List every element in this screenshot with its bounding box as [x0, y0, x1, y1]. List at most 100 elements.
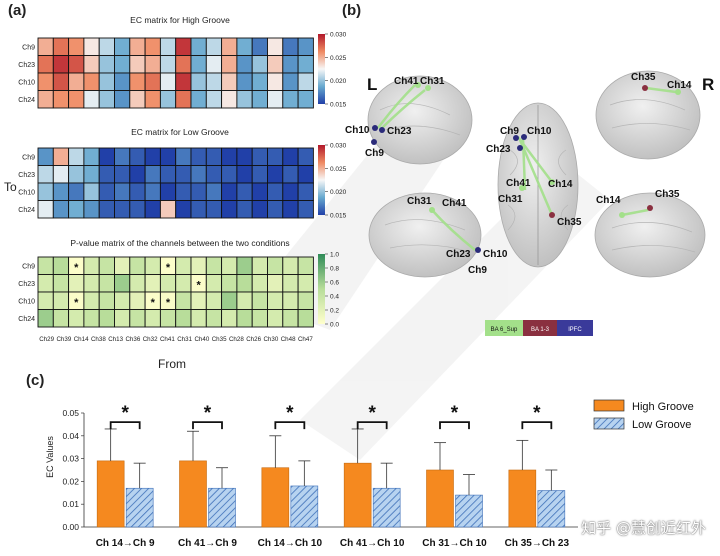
significance-star: * [286, 403, 294, 424]
heatmap-cell [297, 55, 314, 74]
heatmap-cell [52, 55, 70, 74]
heatmap-cell [52, 72, 70, 91]
heatmap-cell [68, 309, 85, 328]
x-tick-label: Ch13 [108, 336, 123, 343]
heatmap-cell [144, 37, 161, 56]
bar-high-groove [179, 460, 207, 528]
from-axis-label: From [158, 357, 186, 371]
y-tick-label: 0.03 [62, 454, 79, 464]
heatmap-cell [282, 147, 299, 166]
bar-low-groove [208, 487, 236, 528]
heatmap-cell [114, 165, 131, 184]
heatmap-cell [175, 274, 192, 293]
heatmap-cell [221, 72, 238, 91]
heatmap-cell [236, 309, 253, 328]
y-tick-label: 0.04 [62, 431, 79, 441]
label-ch10-med: Ch10 [483, 249, 508, 260]
heatmap-low-groove: Ch9 Ch23 Ch10 Ch24 [18, 147, 314, 219]
heatmap-cell [52, 165, 70, 184]
watermark-text: 知乎 @慧创近红外 [581, 519, 706, 537]
heatmap-cell [98, 274, 115, 293]
row-label: Ch24 [18, 97, 35, 104]
colorbar-pvalue: 1.0 0.8 0.6 0.4 0.2 0.0 [318, 252, 339, 329]
heatmap-cell [175, 90, 192, 109]
heatmap-cell [83, 165, 100, 184]
heatmap-cell [251, 182, 268, 201]
heatmap-cell [68, 182, 85, 201]
heatmap-high-groove: Ch9 Ch23 Ch10 Ch24 [18, 37, 314, 109]
colorbar-tick-label: 0.6 [330, 280, 339, 287]
heatmap-cell [144, 147, 161, 166]
panel-c-bar-chart: EC Values 0.00 0.01 0.02 0.03 0.04 0.05 * Ch 1… [45, 399, 694, 549]
heatmap-cell [251, 37, 268, 56]
significance-star: * [151, 297, 156, 309]
heatmap-cell [129, 90, 146, 109]
heatmap-cell [221, 147, 238, 166]
x-tick-label: Ch39 [56, 336, 71, 343]
heatmap-cell [190, 165, 207, 184]
y-tick-label: 0.00 [62, 522, 79, 532]
legend-swatch-low [593, 417, 625, 430]
heatmap-cell [37, 72, 54, 91]
bar-low-groove [290, 485, 319, 528]
y-axis-title: EC Values [45, 436, 55, 478]
heatmap-cell [68, 200, 85, 219]
label-ch10-lat: Ch10 [345, 125, 370, 136]
heatmap-cell [114, 37, 131, 56]
heatmap-cell [159, 147, 177, 166]
heatmap-cell [129, 72, 146, 91]
heatmap-cell [221, 256, 238, 275]
heatmap-cell [52, 309, 70, 328]
heatmap-cell [129, 165, 146, 184]
heatmap-cell [175, 55, 192, 74]
heatmap-cell [236, 55, 253, 74]
heatmap-cell [114, 274, 131, 293]
heatmap-cell [236, 90, 253, 109]
heatmap-cell [37, 147, 54, 166]
colorbar-tick-label: 0.2 [330, 308, 339, 315]
colorbar-tick-label: 0.015 [330, 213, 347, 220]
heatmap-cell [251, 90, 268, 109]
heatmap-cell [190, 309, 207, 328]
heatmap-cell [190, 200, 207, 219]
colorbar-tick-label: 0.015 [330, 102, 347, 109]
significance-star: * [74, 262, 79, 274]
heatmap-cell [98, 182, 115, 201]
heatmap-cell [297, 291, 314, 310]
brain-gyri [379, 99, 696, 253]
heatmap-cell [205, 55, 223, 74]
heatmap-cell [159, 165, 177, 184]
heatmap-cell [190, 147, 207, 166]
hemisphere-right-label: R [702, 75, 714, 94]
heatmap-cell [297, 147, 314, 166]
pvalue-matrix-title: P-value matrix of the channels between t… [70, 238, 289, 248]
significance-bracket [274, 421, 306, 430]
heatmap-cell [221, 200, 238, 219]
row-label: Ch9 [22, 44, 35, 51]
category-label: Ch 31→Ch 10 [422, 538, 487, 549]
heatmap-cell [236, 274, 253, 293]
brain-left-lateral [367, 75, 473, 165]
heatmap-cell [221, 291, 238, 310]
heatmap-cell [114, 291, 131, 310]
row-label: Ch9 [22, 263, 35, 270]
colorbar-low: 0.030 0.025 0.020 0.015 [318, 143, 347, 220]
x-tick-label: Ch38 [91, 336, 106, 343]
x-tick-labels: Ch29 Ch39 Ch14 Ch38 Ch13 Ch36 Ch32 Ch41 Ch31 Ch40… [39, 336, 313, 343]
significance-bracket [192, 421, 223, 430]
to-axis-label: To [4, 180, 17, 194]
chart-bars: * Ch 14→Ch 9 * Ch 41→Ch 9 * Ch 14→Ch 10 * Ch 41… [96, 403, 570, 549]
significance-star: * [368, 403, 376, 424]
x-tick-label: Ch29 [39, 336, 54, 343]
heatmap-cell [282, 72, 299, 91]
label-ch23-top: Ch23 [486, 144, 511, 155]
x-tick-label: Ch41 [160, 336, 175, 343]
heatmap-cell [144, 90, 161, 109]
heatmap-cell [83, 274, 100, 293]
heatmap-cell [37, 182, 54, 201]
colorbar-high: 0.030 0.025 0.020 0.015 [318, 32, 347, 109]
heatmap-cell [129, 256, 146, 275]
heatmap-cell [37, 90, 54, 109]
heatmap-cell [267, 274, 284, 293]
